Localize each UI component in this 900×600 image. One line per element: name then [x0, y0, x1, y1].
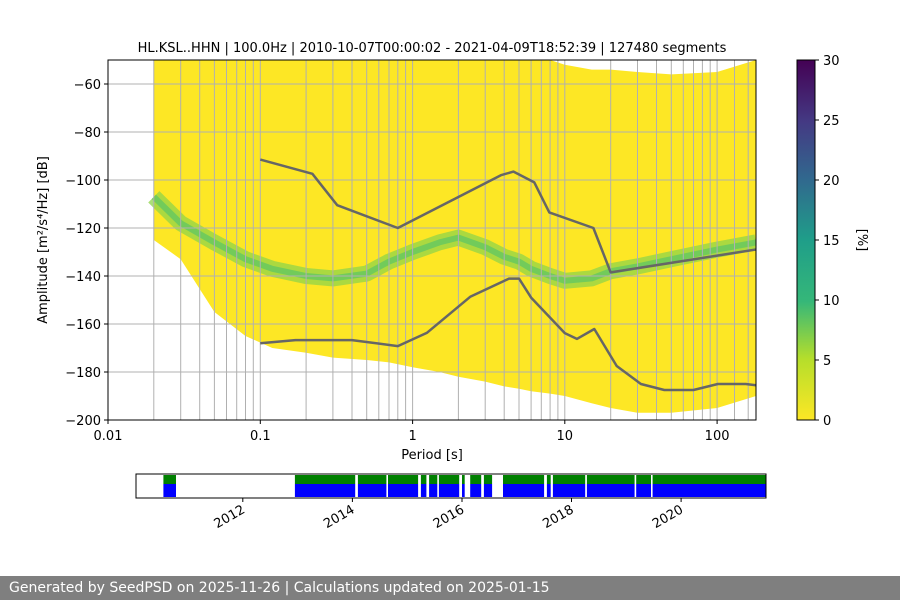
y-axis-ticks: −60 −80 −100 −120 −140 −160 −180 −200 — [65, 78, 108, 429]
data-segment — [636, 484, 651, 497]
vertical-gridlines — [153, 60, 749, 420]
coverage-segment — [653, 475, 662, 484]
availability-year-ticks: 2012 2014 2016 2018 2020 — [212, 498, 686, 532]
plot-area — [108, 60, 756, 420]
data-segment — [586, 484, 635, 497]
coverage-segment — [636, 475, 651, 484]
plot-frame — [107, 59, 757, 421]
data-segment — [470, 484, 482, 497]
psd-mode-core — [151, 194, 756, 284]
data-segment — [653, 484, 662, 497]
x-tick-label: 0.1 — [250, 429, 271, 444]
year-tick-label: 2020 — [650, 502, 686, 532]
colorbar-tick-label: 10 — [823, 294, 840, 309]
y-tick-label: −140 — [65, 270, 101, 285]
coverage-segment — [664, 475, 682, 484]
data-segment — [714, 484, 739, 497]
coverage-segment — [546, 475, 551, 484]
y-tick-label: −80 — [74, 126, 101, 141]
nhnm-line — [259, 158, 756, 274]
data-segment — [388, 484, 419, 497]
colorbar-tick-label: 30 — [823, 54, 840, 69]
data-segment — [741, 484, 747, 497]
coverage-segment — [388, 475, 419, 484]
colorbar-tick-label: 20 — [823, 174, 840, 189]
y-tick-label: −120 — [65, 222, 101, 237]
coverage-segment — [357, 475, 387, 484]
availability-segments — [163, 475, 766, 497]
colorbar-gradient — [796, 59, 816, 421]
colorbar-tick-label: 5 — [823, 354, 831, 369]
y-tick-label: −100 — [65, 174, 101, 189]
coverage-segment — [483, 475, 493, 484]
data-segment — [749, 484, 753, 497]
coverage-segment — [552, 475, 586, 484]
data-segment — [483, 484, 493, 497]
x-axis-label: Period [s] — [401, 448, 463, 463]
horizontal-gridlines — [108, 83, 756, 420]
data-segment — [546, 484, 551, 497]
data-segment — [420, 484, 427, 497]
year-tick-label: 2012 — [212, 502, 248, 532]
year-tick-label: 2016 — [431, 502, 467, 532]
data-segment — [438, 484, 460, 497]
x-tick-label: 10 — [557, 429, 574, 444]
coverage-segment — [689, 475, 712, 484]
data-segment — [163, 484, 176, 497]
coverage-segment — [586, 475, 635, 484]
colorbar: 0 5 10 15 20 25 30 [%] — [796, 54, 869, 429]
footer-text: Generated by SeedPSD on 2025-11-26 | Cal… — [9, 580, 550, 596]
colorbar-tick-label: 25 — [823, 114, 840, 129]
y-tick-label: −180 — [65, 366, 101, 381]
coverage-segment — [462, 475, 465, 484]
coverage-segment — [503, 475, 545, 484]
data-segment — [552, 484, 586, 497]
coverage-segment — [749, 475, 753, 484]
data-segment — [429, 484, 438, 497]
coverage-segment — [294, 475, 356, 484]
data-segment — [294, 484, 356, 497]
coverage-segment — [429, 475, 438, 484]
coverage-segment — [420, 475, 427, 484]
nlnm-line — [260, 277, 756, 392]
data-segment — [503, 484, 545, 497]
chart-title: HL.KSL..HHN | 100.0Hz | 2010-10-07T00:00… — [138, 41, 727, 56]
noise-models — [259, 158, 756, 392]
data-segment — [689, 484, 712, 497]
data-segment — [462, 484, 465, 497]
y-axis-label: Amplitude [m²/s⁴/Hz] [dB] — [36, 156, 51, 324]
year-tick-label: 2014 — [321, 502, 357, 532]
year-tick-label: 2018 — [540, 502, 576, 532]
data-segment — [357, 484, 387, 497]
x-tick-label: 0.01 — [94, 429, 123, 444]
coverage-segment — [163, 475, 176, 484]
y-tick-label: −160 — [65, 318, 101, 333]
colorbar-ticks: 0 5 10 15 20 25 30 — [815, 54, 840, 429]
coverage-segment — [741, 475, 747, 484]
x-axis-ticks: 0.01 0.1 1 10 100 — [94, 420, 730, 444]
x-tick-label: 100 — [705, 429, 730, 444]
y-tick-label: −60 — [74, 78, 101, 93]
data-segment — [664, 484, 682, 497]
coverage-segment — [470, 475, 482, 484]
coverage-segment — [438, 475, 460, 484]
y-tick-label: −200 — [65, 414, 101, 429]
data-availability-chart: 2012 2014 2016 2018 2020 — [135, 473, 767, 532]
footer-bar: Generated by SeedPSD on 2025-11-26 | Cal… — [0, 576, 900, 600]
availability-frame — [135, 473, 767, 499]
colorbar-tick-label: 0 — [823, 414, 831, 429]
psd-figure: HL.KSL..HHN | 100.0Hz | 2010-10-07T00:00… — [36, 41, 869, 532]
colorbar-tick-label: 15 — [823, 234, 840, 249]
colorbar-label: [%] — [854, 229, 869, 252]
x-tick-label: 1 — [408, 429, 416, 444]
coverage-segment — [714, 475, 739, 484]
